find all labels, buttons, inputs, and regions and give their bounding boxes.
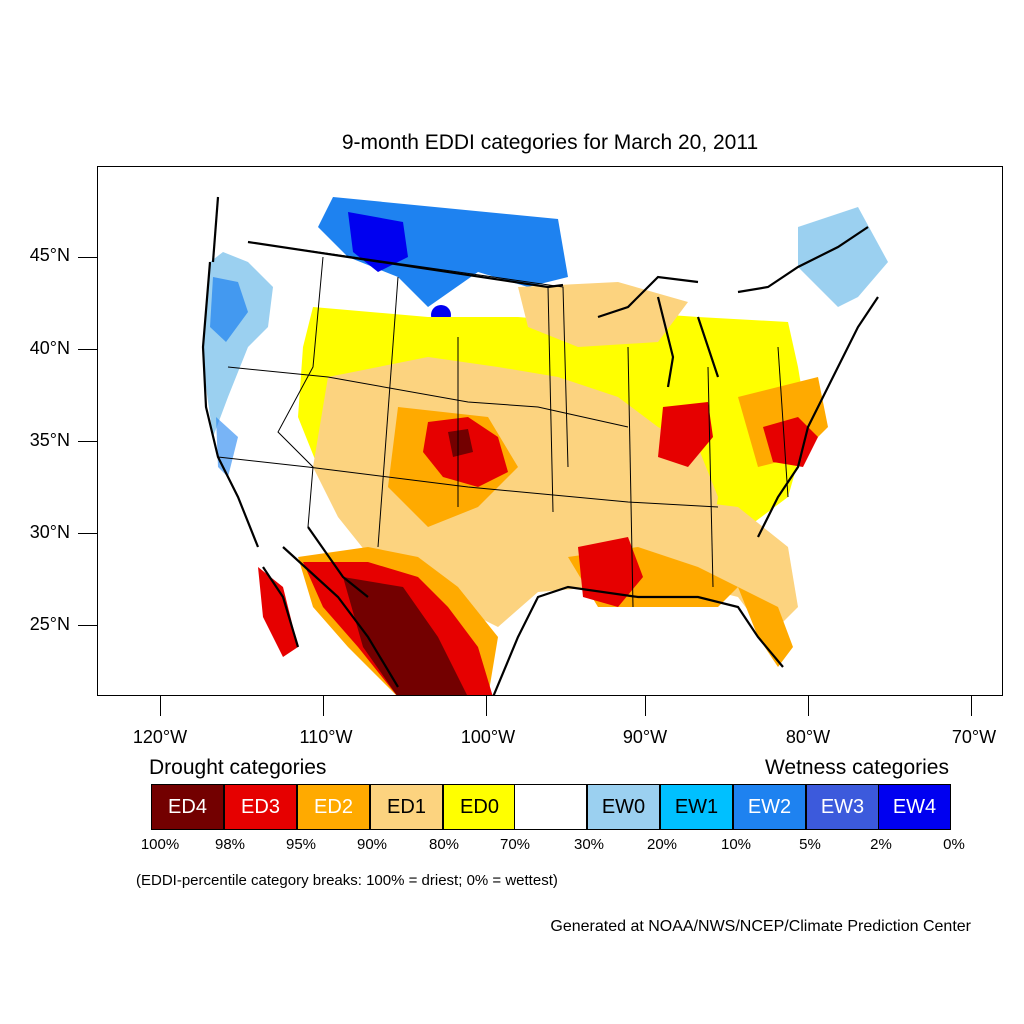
- map-panel: [97, 166, 1003, 696]
- legend-swatch-normal: [514, 784, 587, 830]
- generated-credit: Generated at NOAA/NWS/NCEP/Climate Predi…: [550, 918, 971, 935]
- eddi-map: [201, 196, 888, 695]
- break-label: 90%: [356, 836, 388, 853]
- lon-label-90w: 90°W: [622, 727, 668, 747]
- category-breaks-footnote: (EDDI-percentile category breaks: 100% =…: [136, 872, 558, 889]
- lat-tick: [78, 349, 97, 350]
- wet-area-northwest-core: [210, 277, 248, 342]
- drought-ed4-chihuahua: [343, 577, 467, 695]
- lon-label-110w: 110°W: [299, 727, 353, 747]
- lon-label-100w: 100°W: [460, 727, 516, 747]
- lat-tick: [78, 441, 97, 442]
- wetness-categories-heading: Wetness categories: [764, 756, 949, 779]
- lon-tick: [645, 696, 646, 716]
- lat-label-30n: 30°N: [29, 522, 70, 542]
- legend-swatch-ew1: EW1: [660, 784, 733, 830]
- legend-swatch-ed1: ED1: [370, 784, 443, 830]
- drought-ed3-virginia: [763, 417, 818, 467]
- lat-label-35n: 35°N: [29, 430, 70, 450]
- legend-swatch-ew2: EW2: [733, 784, 806, 830]
- break-label: 5%: [799, 836, 821, 853]
- lon-label-120w: 120°W: [132, 727, 188, 747]
- break-label: 30%: [573, 836, 605, 853]
- drought-ed3-louisiana: [578, 537, 643, 607]
- lat-tick: [78, 257, 97, 258]
- lat-tick: [78, 625, 97, 626]
- wet-area-north-core: [348, 212, 408, 272]
- break-label: 10%: [720, 836, 752, 853]
- break-label: 20%: [646, 836, 678, 853]
- break-label: 0%: [943, 836, 965, 853]
- legend-swatch-ew3: EW3: [806, 784, 879, 830]
- legend-swatch-ew0: EW0: [587, 784, 660, 830]
- lat-label-40n: 40°N: [29, 338, 70, 358]
- break-label: 70%: [499, 836, 531, 853]
- break-label: 98%: [214, 836, 246, 853]
- lon-tick: [971, 696, 972, 716]
- wet-area-northeast: [798, 207, 888, 307]
- lon-tick: [323, 696, 324, 716]
- break-label: 2%: [870, 836, 892, 853]
- lon-label-70w: 70°W: [951, 727, 997, 747]
- break-label: 95%: [285, 836, 317, 853]
- lat-tick: [78, 533, 97, 534]
- break-label: 80%: [428, 836, 460, 853]
- lat-label-25n: 25°N: [29, 614, 70, 634]
- legend-swatch-ew4: EW4: [878, 784, 951, 830]
- map-title: 9-month EDDI categories for March 20, 20…: [341, 131, 759, 154]
- lat-label-45n: 45°N: [29, 245, 70, 265]
- break-label: 100%: [140, 836, 180, 853]
- lon-tick: [808, 696, 809, 716]
- drought-ed3-ohio-valley: [658, 402, 713, 467]
- lon-label-80w: 80°W: [785, 727, 831, 747]
- lon-tick: [160, 696, 161, 716]
- legend-swatch-ed0: ED0: [443, 784, 516, 830]
- coastlines-and-borders: [201, 196, 879, 695]
- drought-ed3-baja: [258, 567, 298, 657]
- drought-categories-heading: Drought categories: [149, 756, 327, 779]
- legend-swatch-ed2: ED2: [297, 784, 370, 830]
- legend-swatch-ed3: ED3: [224, 784, 297, 830]
- drought-ed2-florida: [738, 587, 793, 667]
- lon-tick: [486, 696, 487, 716]
- drought-ed4-colorado-spot: [448, 429, 473, 457]
- legend-swatch-ed4: ED4: [151, 784, 224, 830]
